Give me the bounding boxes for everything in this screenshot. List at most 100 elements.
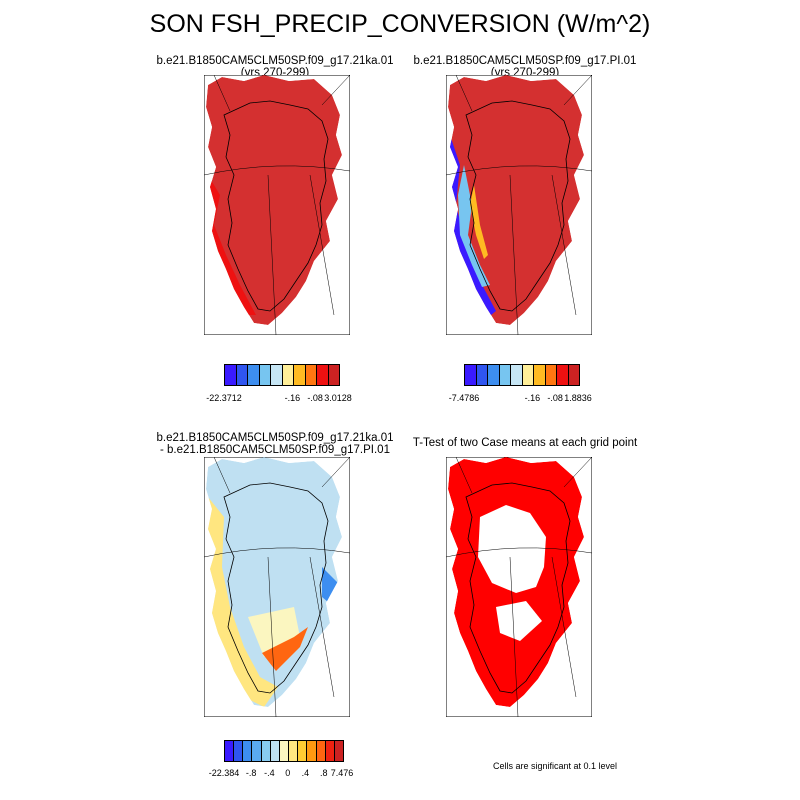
- colorbar-swatch: [282, 365, 294, 385]
- coastline: [223, 100, 329, 312]
- colorbar-swatch: [270, 741, 280, 761]
- significance-footnote: Cells are significant at 0.1 level: [492, 761, 618, 771]
- graticule-line: [267, 174, 277, 335]
- graticule-line: [509, 556, 519, 717]
- colorbar-diff-labels: -22.384 -.8 -.4 0 .4 .8 7.476: [209, 768, 354, 780]
- colorbar-diff-label: .8: [319, 768, 328, 778]
- colorbar-swatch: [316, 741, 326, 761]
- colorbar-swatch: [298, 741, 308, 761]
- colorbar-case1-labels: -22.3712 -.16 -.08 3.0128: [206, 393, 352, 405]
- panel-title-ttest: T-Test of two Case means at each grid po…: [400, 437, 650, 449]
- colorbar-swatch: [476, 365, 488, 385]
- colorbar-case1: [224, 364, 340, 386]
- map-panel-diff: [204, 457, 350, 717]
- colorbar-swatch: [279, 741, 290, 761]
- margin-fill: [248, 607, 300, 657]
- map-panel-ttest: [446, 457, 592, 717]
- graticule-line: [551, 174, 577, 316]
- colorbar-case2-label: -.08: [547, 393, 563, 403]
- panel-title-diff-line1: b.e21.B1850CAM5CLM50SP.f09_g17.21ka.01: [156, 432, 394, 444]
- colorbar-swatch: [236, 365, 248, 385]
- colorbar-swatch: [545, 365, 557, 385]
- colorbar-swatch: [557, 365, 569, 385]
- colorbar-swatch: [511, 365, 523, 385]
- colorbar-swatch: [305, 365, 317, 385]
- map-case2: [446, 75, 592, 335]
- graticule-line: [455, 457, 473, 494]
- colorbar-diff-label: 7.476: [330, 768, 354, 778]
- graticule-line: [213, 457, 231, 494]
- colorbar-swatch: [271, 365, 283, 385]
- page-title: SON FSH_PRECIP_CONVERSION (W/m^2): [149, 10, 651, 38]
- colorbar-swatch: [234, 741, 244, 761]
- panel-title-ttest-line1: T-Test of two Case means at each grid po…: [412, 437, 638, 449]
- colorbar-case1-label: -.16: [284, 393, 301, 403]
- colorbar-swatch: [325, 741, 335, 761]
- graticule-line: [309, 174, 335, 316]
- coastline: [223, 482, 329, 694]
- colorbar-swatch: [243, 741, 253, 761]
- colorbar-case1-label: 3.0128: [324, 393, 352, 403]
- graticule-line: [204, 547, 350, 558]
- map-case1: [204, 75, 350, 335]
- colorbar-diff-label: 0: [285, 768, 291, 778]
- graticule-line: [321, 75, 350, 106]
- colorbar-swatch: [522, 365, 534, 385]
- graticule-line: [563, 457, 592, 488]
- colorbar-swatch: [261, 741, 271, 761]
- colorbar-swatch: [225, 741, 235, 761]
- graticule-line: [455, 75, 473, 112]
- colorbar-swatch: [252, 741, 262, 761]
- graticule-line: [509, 174, 519, 335]
- colorbar-swatch: [568, 365, 579, 385]
- colorbar-swatch: [307, 741, 317, 761]
- margin-fill: [470, 185, 488, 259]
- margin-fill: [262, 627, 308, 671]
- coastline: [465, 482, 571, 694]
- colorbar-swatch: [259, 365, 271, 385]
- colorbar-swatch: [534, 365, 546, 385]
- colorbar-case2-label: -7.4786: [448, 393, 480, 403]
- map-ttest: [446, 457, 592, 717]
- insignificant-area: [496, 601, 542, 641]
- graticule-line: [551, 556, 577, 698]
- colorbar-diff-label: -.8: [245, 768, 257, 778]
- colorbar-swatch: [499, 365, 511, 385]
- colorbar-swatch: [289, 741, 299, 761]
- colorbar-diff-label: -22.384: [208, 768, 240, 778]
- margin-fill: [458, 165, 490, 287]
- map-panel-case2: [446, 75, 592, 335]
- panel-title-case1-line1: b.e21.B1850CAM5CLM50SP.f09_g17.21ka.01: [156, 55, 394, 67]
- colorbar-diff-label: -.4: [264, 768, 275, 778]
- panel-title-case2-line1: b.e21.B1850CAM5CLM50SP.f09_g17.PI.01: [413, 55, 637, 67]
- insignificant-area: [478, 505, 546, 593]
- graticule-line: [446, 547, 592, 558]
- colorbar-case2: [464, 364, 580, 386]
- coastline: [465, 100, 571, 312]
- colorbar-case1-label: -22.3712: [206, 393, 242, 403]
- colorbar-case1-label: -.08: [307, 393, 323, 403]
- colorbar-diff-label: .4: [301, 768, 310, 778]
- colorbar-swatch: [294, 365, 306, 385]
- graticule-line: [446, 165, 592, 176]
- graticule-line: [204, 165, 350, 176]
- colorbar-case2-label: 1.8836: [564, 393, 592, 403]
- colorbar-swatch: [334, 741, 344, 761]
- colorbar-swatch: [488, 365, 500, 385]
- colorbar-diff: [224, 740, 344, 762]
- panel-title-diff: b.e21.B1850CAM5CLM50SP.f09_g17.21ka.01 -…: [150, 432, 400, 456]
- map-diff: [204, 457, 350, 717]
- colorbar-swatch: [225, 365, 237, 385]
- graticule-line: [563, 75, 592, 106]
- colorbar-swatch: [248, 365, 260, 385]
- graticule-line: [267, 556, 277, 717]
- panel-title-diff-line2: - b.e21.B1850CAM5CLM50SP.f09_g17.PI.01: [160, 444, 390, 456]
- colorbar-case2-label: -.16: [524, 393, 541, 403]
- graticule-line: [321, 457, 350, 488]
- colorbar-case2-labels: -7.4786 -.16 -.08 1.8836: [449, 393, 592, 405]
- graticule-line: [309, 556, 335, 698]
- graticule-line: [213, 75, 231, 112]
- colorbar-swatch: [317, 365, 329, 385]
- colorbar-swatch: [328, 365, 339, 385]
- colorbar-swatch: [465, 365, 477, 385]
